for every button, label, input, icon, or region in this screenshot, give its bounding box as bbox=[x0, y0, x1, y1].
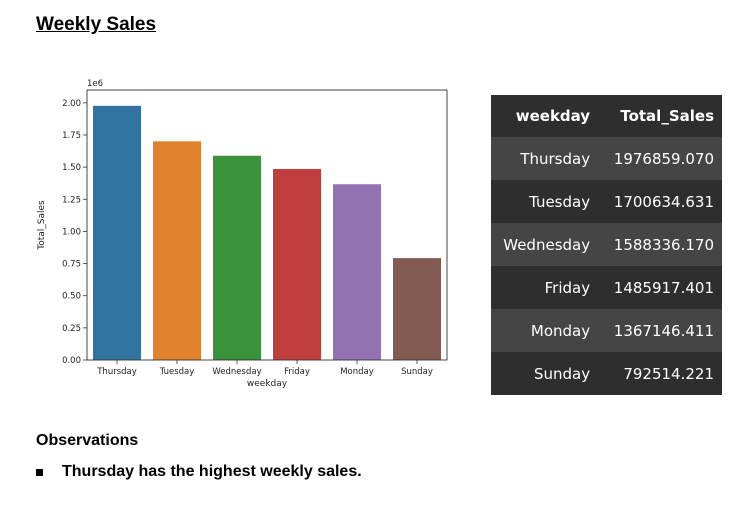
bar-monday bbox=[333, 184, 381, 360]
table-row: Friday 1485917.401 bbox=[491, 266, 722, 309]
table-header-weekday: weekday bbox=[515, 107, 591, 125]
bar-friday bbox=[273, 168, 321, 360]
x-tick-label: Friday bbox=[284, 367, 310, 377]
table-cell-weekday: Tuesday bbox=[529, 192, 591, 211]
table-row: Wednesday 1588336.170 bbox=[491, 223, 722, 266]
y-tick-label: 1.25 bbox=[62, 195, 81, 205]
table-cell-weekday: Thursday bbox=[520, 149, 591, 168]
y-tick-label: 1.50 bbox=[62, 163, 81, 173]
table-cell-total-sales: 1367146.411 bbox=[613, 321, 714, 340]
bar-wednesday bbox=[213, 155, 261, 360]
y-tick-label: 0.00 bbox=[62, 356, 81, 366]
x-tick-label: Tuesday bbox=[159, 367, 195, 377]
bar-tuesday bbox=[153, 141, 201, 360]
observation-item: Thursday has the highest weekly sales. bbox=[36, 463, 362, 481]
table-cell-total-sales: 1700634.631 bbox=[613, 192, 714, 211]
sales-table: weekday Total_Sales Thursday 1976859.070… bbox=[491, 95, 722, 395]
table-cell-weekday: Friday bbox=[544, 278, 591, 297]
y-tick-label: 1.75 bbox=[62, 131, 81, 141]
table-cell-weekday: Wednesday bbox=[503, 235, 591, 254]
table-row: Sunday 792514.221 bbox=[491, 352, 722, 395]
table-row: Thursday 1976859.070 bbox=[491, 137, 722, 180]
y-tick-label: 0.75 bbox=[62, 260, 81, 270]
table-cell-weekday: Monday bbox=[530, 321, 591, 340]
x-tick-label: Monday bbox=[340, 367, 374, 377]
x-tick-label: Sunday bbox=[401, 367, 433, 377]
table-header-total-sales: Total_Sales bbox=[620, 107, 714, 125]
bullet-square-icon bbox=[36, 468, 43, 476]
y-scale-label: 1e6 bbox=[87, 79, 103, 89]
weekly-sales-bar-chart: Thursday Tuesday Wednesday Friday Monday Sund… bbox=[37, 79, 448, 389]
x-axis-label: weekday bbox=[247, 379, 288, 389]
y-tick-label: 0.50 bbox=[62, 292, 81, 302]
table-cell-total-sales: 1588336.170 bbox=[613, 235, 714, 254]
plot-frame bbox=[86, 89, 448, 361]
table-cell-total-sales: 792514.221 bbox=[623, 364, 714, 383]
page-title: Weekly Sales bbox=[36, 14, 157, 35]
x-tick-label: Thursday bbox=[96, 367, 137, 377]
bar-thursday bbox=[93, 105, 141, 361]
table-cell-total-sales: 1976859.070 bbox=[613, 149, 714, 168]
table-row: Tuesday 1700634.631 bbox=[491, 180, 722, 223]
bar-sunday bbox=[393, 258, 441, 360]
table-header-row: weekday Total_Sales bbox=[491, 95, 722, 137]
y-tick-label: 0.25 bbox=[62, 324, 81, 334]
y-tick-label: 1.00 bbox=[62, 227, 81, 237]
x-tick-label: Wednesday bbox=[212, 367, 261, 377]
y-axis-label: Total_Sales bbox=[37, 200, 47, 251]
table-cell-weekday: Sunday bbox=[533, 364, 591, 383]
observation-text: Thursday has the highest weekly sales. bbox=[62, 463, 362, 480]
y-tick-label: 2.00 bbox=[62, 99, 81, 109]
table-cell-total-sales: 1485917.401 bbox=[613, 278, 714, 297]
observations-title: Observations bbox=[36, 432, 139, 449]
table-row: Monday 1367146.411 bbox=[491, 309, 722, 352]
